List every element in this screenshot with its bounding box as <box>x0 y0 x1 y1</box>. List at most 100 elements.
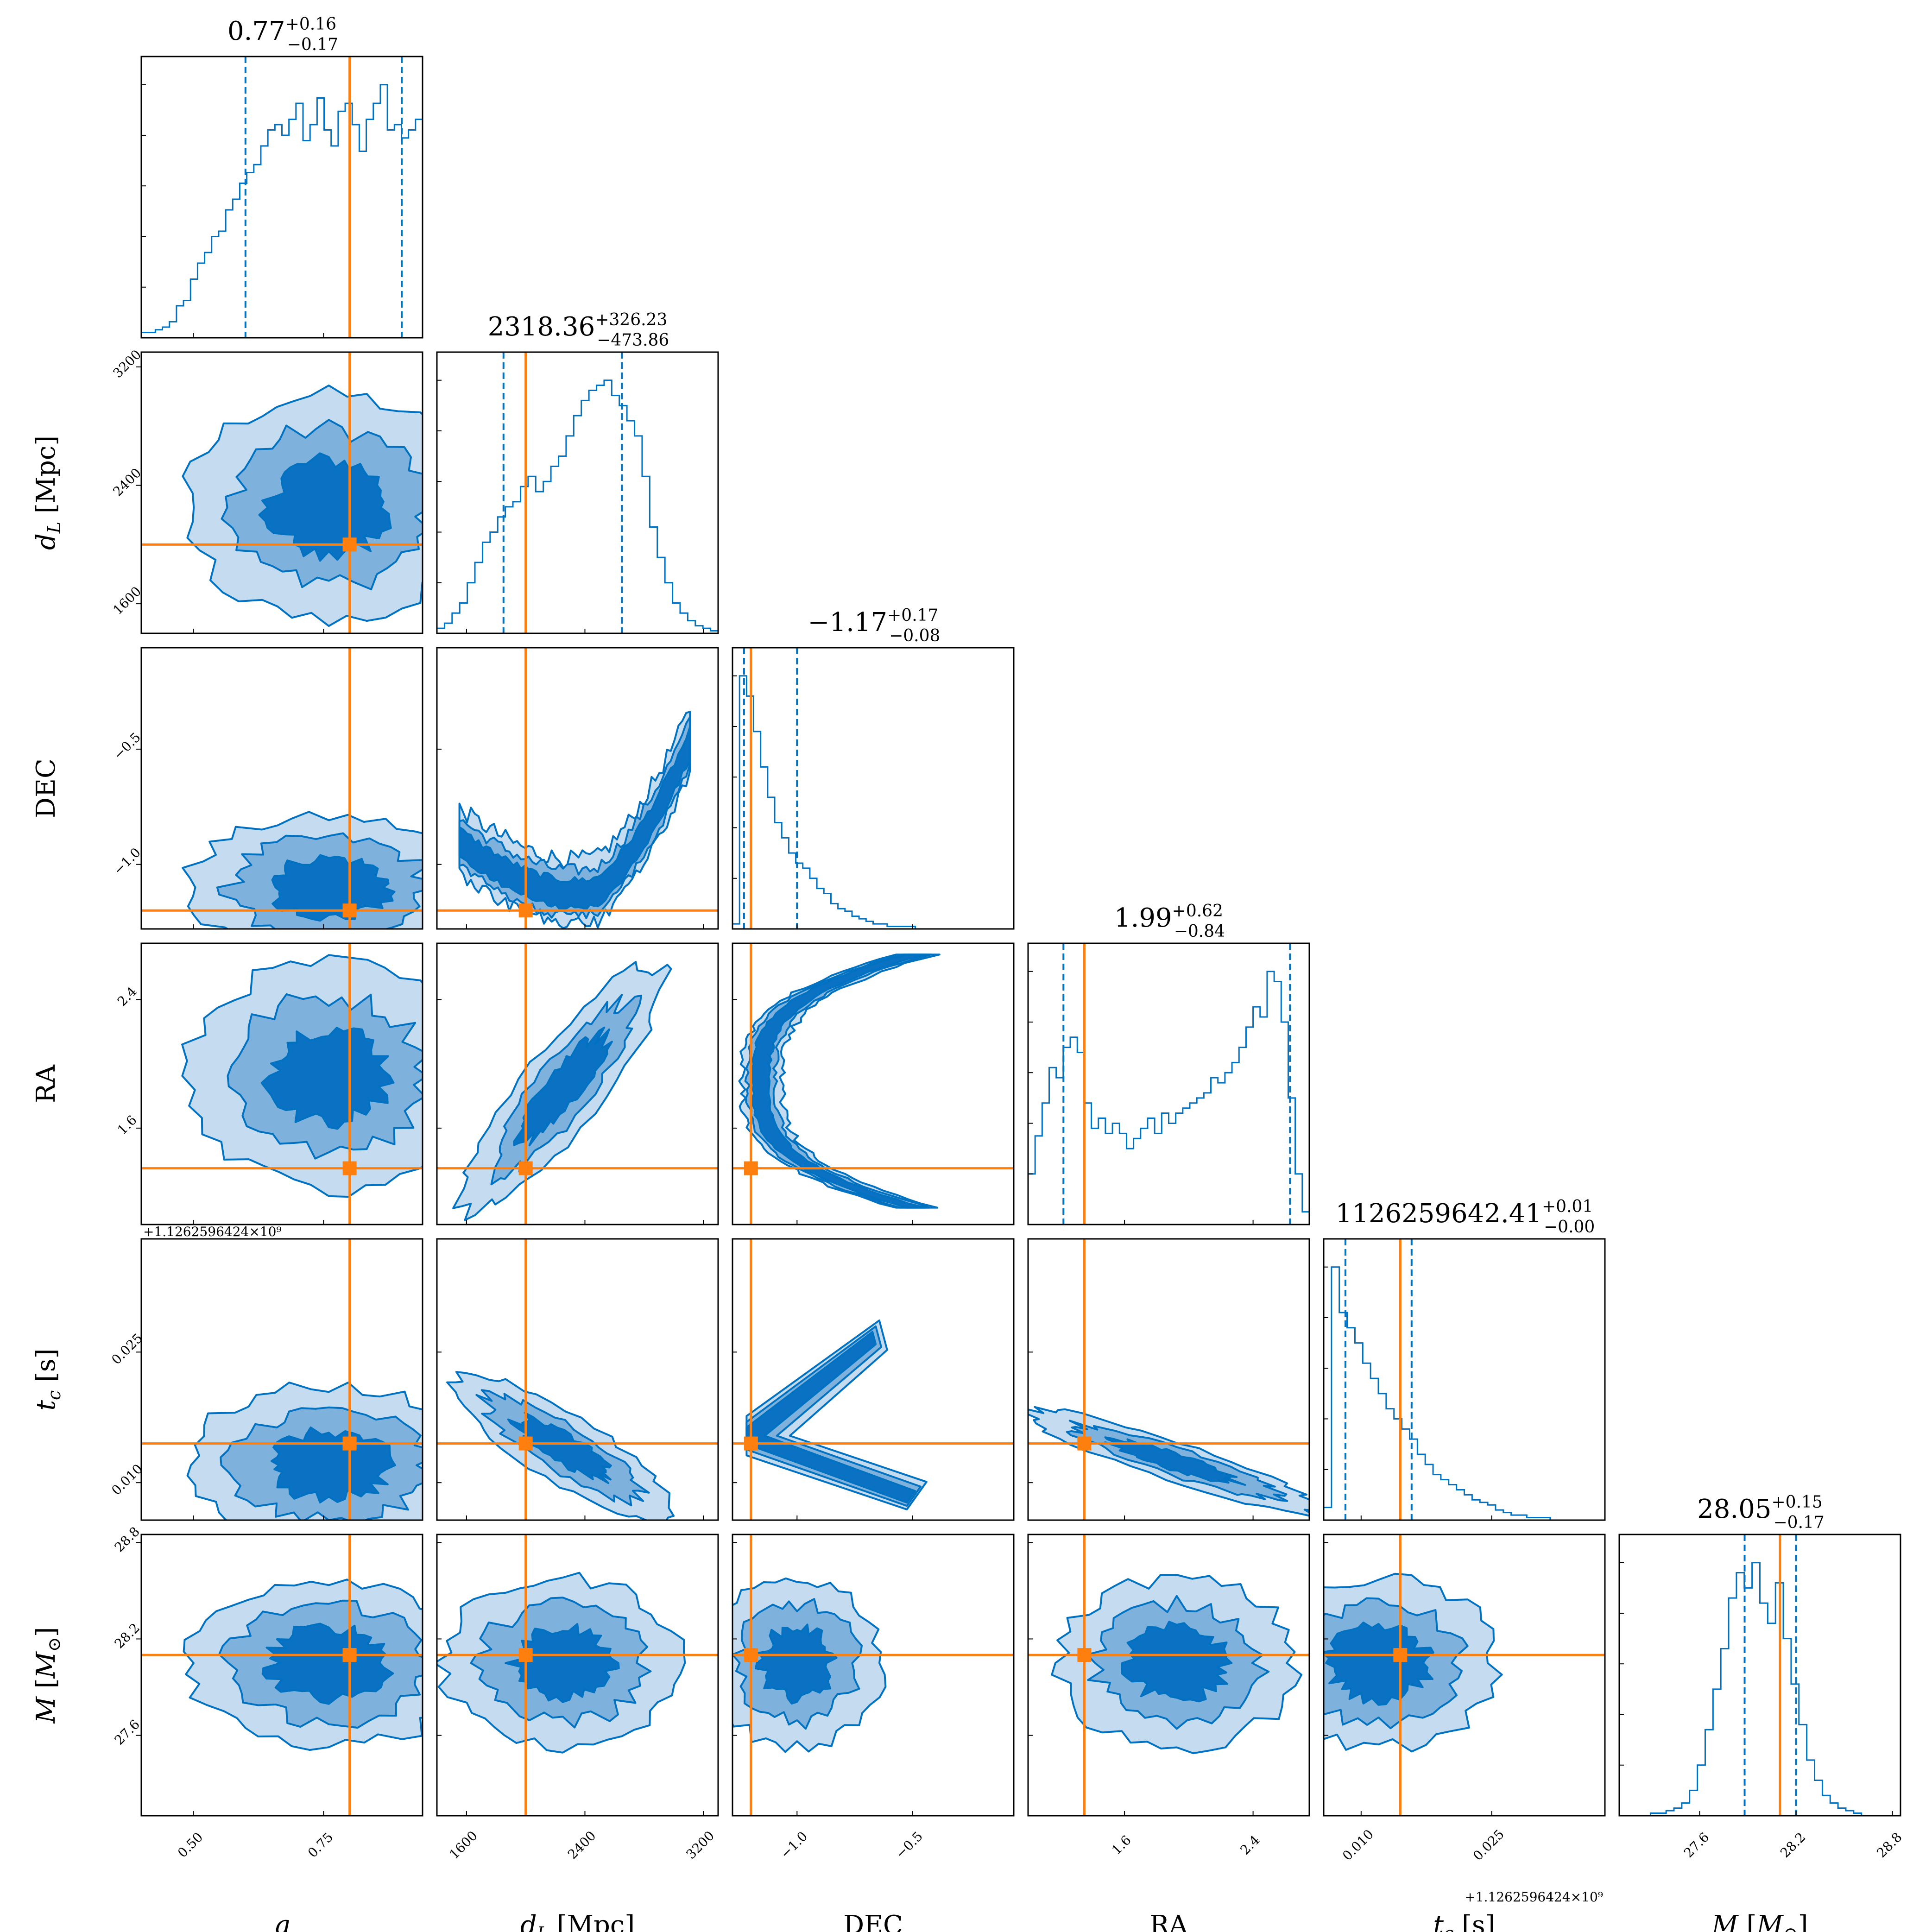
truth-marker <box>342 1436 357 1451</box>
contour-level-3 <box>755 1623 838 1705</box>
contour-level-3 <box>261 1623 394 1705</box>
panel-tc-vs-RA <box>1027 1238 1310 1521</box>
panel-q-vs-q: 0.77+0.16−0.17 <box>140 15 423 339</box>
panel-plot-area <box>437 943 718 1225</box>
panel-frame <box>140 942 423 1225</box>
contour-level-3 <box>1104 1436 1246 1486</box>
marginal-histogram-q <box>141 84 423 333</box>
panel-plot-area <box>141 352 423 633</box>
panel-frame <box>732 942 1015 1225</box>
panel-plot-area <box>732 1239 1014 1520</box>
marginal-title-minus-tc: −0.00 <box>1544 1218 1595 1237</box>
panel-RA-vs-DEC <box>732 942 1015 1225</box>
panel-frame <box>732 1238 1015 1521</box>
panel-frame <box>436 647 719 930</box>
panel-dL-vs-dL: 2318.36+326.23−473.86 <box>436 310 719 634</box>
contour-level-3 <box>458 726 691 911</box>
panel-RA-vs-dL <box>436 942 719 1225</box>
marginal-title-minus-dL: −473.86 <box>597 331 669 350</box>
truth-marker <box>1077 1648 1092 1662</box>
panel-plot-area <box>141 57 423 338</box>
contour-level-2 <box>745 1325 922 1507</box>
panel-plot-area <box>1028 1534 1309 1816</box>
truth-marker <box>342 903 357 918</box>
panel-frame <box>732 1534 1015 1817</box>
truth-marker <box>518 1436 533 1451</box>
truth-marker <box>518 903 533 918</box>
panel-frame <box>140 1534 423 1817</box>
panel-plot-area <box>437 1534 718 1816</box>
axis-label-text: M [M⊙] <box>1711 1910 1808 1932</box>
truth-marker <box>1393 1648 1408 1662</box>
axis-label-text: dL [Mpc] <box>520 1910 635 1932</box>
truth-marker <box>744 1161 758 1175</box>
panel-frame <box>1027 1238 1310 1521</box>
panel-plot-area <box>437 1239 718 1520</box>
axis-label-text: M [M⊙] <box>31 1627 64 1724</box>
axis-label-text: tc [s] <box>1433 1910 1495 1932</box>
marginal-title-minus-M: −0.17 <box>1774 1513 1825 1532</box>
panel-DEC-vs-DEC: −1.17+0.17−0.08 <box>732 606 1015 930</box>
panel-plot-area <box>437 352 718 633</box>
contour-level-3 <box>271 1426 396 1504</box>
truth-marker <box>1077 1436 1092 1451</box>
axis-label-text: q <box>274 1910 290 1932</box>
contour-level-3 <box>1121 1621 1233 1703</box>
truth-marker <box>744 1648 758 1662</box>
panel-plot-area <box>141 1534 423 1816</box>
contour-level-3 <box>507 1412 612 1484</box>
panel-plot-area <box>1324 1534 1605 1816</box>
panel-tc-vs-tc: 1126259642.41+0.01−0.00 <box>1323 1197 1606 1521</box>
panel-tc-vs-DEC <box>732 1238 1015 1521</box>
panel-RA-vs-q: 1.62.4RA <box>31 942 423 1225</box>
marginal-title-minus-RA: −0.84 <box>1174 922 1225 941</box>
truth-marker <box>744 1436 758 1451</box>
contour-level-3 <box>513 1026 613 1147</box>
truth-marker <box>518 1161 533 1175</box>
marginal-histogram-RA <box>1028 971 1309 1213</box>
panel-frame <box>140 647 423 930</box>
panel-frame <box>1027 942 1310 1225</box>
contour-level-3 <box>745 1331 916 1504</box>
marginal-title-RA: 1.99+0.62 <box>1114 902 1223 933</box>
marginal-title-DEC: −1.17+0.17 <box>808 606 939 638</box>
marginal-title-minus-DEC: −0.08 <box>889 626 940 645</box>
panel-frame <box>140 1238 423 1521</box>
panel-frame <box>436 1534 719 1817</box>
tc-offset-label-y: +1.1262596424×10⁹ <box>143 1224 282 1239</box>
panel-plot-area <box>437 648 718 929</box>
tc-offset-label-x: +1.1262596424×10⁹ <box>1465 1889 1603 1905</box>
truth-marker <box>518 1648 533 1662</box>
marginal-histogram-dL <box>437 379 718 632</box>
contour-level-3 <box>751 953 927 1209</box>
marginal-histogram-DEC <box>732 675 1014 929</box>
marginal-histogram-tc <box>1324 1266 1605 1520</box>
marginal-title-dL: 2318.36+326.23 <box>488 310 668 342</box>
contour-level-3 <box>1324 1622 1434 1706</box>
axis-label-text: DEC <box>31 758 61 818</box>
panel-plot-area <box>1028 1239 1309 1520</box>
panel-plot-area <box>1028 943 1309 1225</box>
axis-label-text: tc [s] <box>31 1348 64 1410</box>
axis-label-text: dL [Mpc] <box>31 436 64 550</box>
marginal-title-tc: 1126259642.41+0.01 <box>1336 1197 1593 1229</box>
marginal-title-M: 28.05+0.15 <box>1697 1493 1823 1524</box>
panel-frame <box>436 351 719 634</box>
panel-frame <box>1027 1534 1310 1817</box>
panel-tc-vs-dL <box>436 1238 719 1521</box>
panel-M-vs-q: 27.628.228.8M [M⊙]0.50 0.75q <box>31 1524 423 1932</box>
marginal-title-minus-q: −0.17 <box>287 35 338 54</box>
panel-frame <box>140 56 423 339</box>
panel-plot-area <box>732 1534 1014 1816</box>
truth-marker <box>342 1648 357 1662</box>
panel-frame <box>140 351 423 634</box>
panel-frame <box>436 942 719 1225</box>
panel-plot-area <box>1619 1534 1900 1816</box>
panel-plot-area <box>732 648 1014 929</box>
